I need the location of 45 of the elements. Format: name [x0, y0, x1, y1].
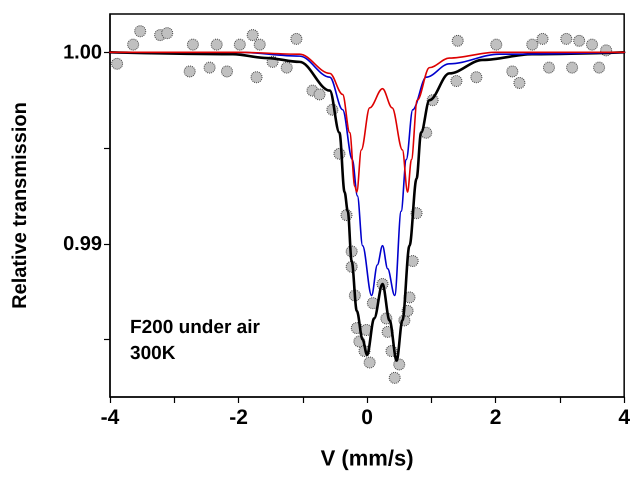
x-tick-label: -4: [100, 406, 120, 429]
point: [246, 29, 259, 42]
point: [560, 32, 572, 45]
point: [314, 88, 326, 100]
point: [254, 38, 266, 51]
point: [280, 62, 293, 74]
point: [234, 38, 246, 51]
point: [470, 71, 482, 84]
point: [393, 358, 406, 370]
point: [526, 38, 538, 51]
point: [452, 34, 464, 47]
y-tick-label: 0.99: [63, 232, 102, 255]
point: [490, 38, 502, 51]
point: [184, 65, 196, 78]
point: [542, 62, 555, 74]
point: [593, 62, 606, 74]
x-tick-label: 4: [618, 406, 630, 429]
point: [586, 38, 598, 51]
point: [220, 65, 233, 78]
point: [573, 34, 586, 47]
annotation: 300K: [130, 343, 176, 364]
point: [290, 32, 302, 45]
y-tick-label: 1.00: [63, 41, 102, 64]
point: [450, 75, 462, 88]
point: [506, 65, 518, 78]
point: [250, 71, 263, 84]
point: [186, 38, 199, 51]
point: [134, 25, 146, 38]
x-tick-label: -2: [229, 406, 248, 429]
y-axis-title: Relative transmission: [9, 102, 31, 309]
x-tick-label: 0: [361, 406, 373, 429]
point: [111, 58, 124, 70]
point: [161, 27, 174, 40]
point: [536, 32, 549, 45]
point: [127, 38, 140, 51]
line-series: [109, 52, 625, 193]
point: [566, 62, 578, 74]
point: [513, 76, 526, 89]
point: [388, 372, 401, 384]
annotation: F200 under air: [130, 317, 260, 338]
point: [364, 356, 376, 369]
point: [210, 38, 223, 51]
point: [204, 62, 216, 74]
x-tick-label: 2: [490, 406, 502, 429]
x-axis-title: V (mm/s): [320, 446, 414, 470]
